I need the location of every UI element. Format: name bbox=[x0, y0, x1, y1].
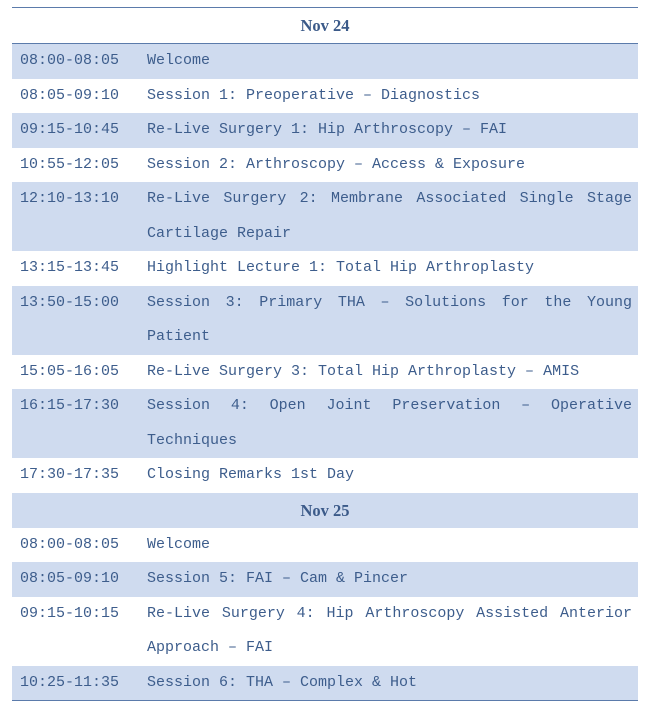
session-row: 08:00-08:05 Welcome bbox=[12, 44, 638, 79]
session-title: Re-Live Surgery 3: Total Hip Arthroplast… bbox=[147, 362, 580, 380]
session-time: 09:15-10:45 bbox=[20, 121, 120, 138]
session-time: 08:05-09:10 bbox=[20, 86, 120, 104]
session-row: 09:15-10:45 Re-Live Surgery 1: Hip Arthro… bbox=[12, 113, 638, 148]
session-row: 13:15-13:45 Highlight Lecture 1: Total Hi… bbox=[12, 251, 638, 286]
session-title: Session 1: Preoperative – Diagnostics bbox=[147, 86, 481, 104]
session-time: 09:15-10:15 bbox=[20, 604, 120, 622]
session-time: 10:25-11:35 bbox=[20, 673, 120, 691]
schedule-table: Nov 24 08:00-08:05 Welcome 08:05-09:10 Sessi… bbox=[12, 7, 638, 701]
session-row: 10:55-12:05 Session 2: Arthroscopy – Acce… bbox=[12, 148, 638, 183]
session-row: 13:50-15:00 Session 3: Primary THA – Solu… bbox=[12, 285, 638, 355]
session-title: Session 2: Arthroscopy – Access & Exposu… bbox=[147, 155, 526, 173]
session-time: 17:30-17:35 bbox=[20, 466, 120, 483]
session-row: 08:00-08:05 Welcome bbox=[12, 528, 638, 563]
session-title: Welcome bbox=[147, 535, 211, 553]
date-header: Nov 25 bbox=[12, 492, 638, 528]
session-row: 17:30-17:35 Closing Remarks 1st Day bbox=[12, 458, 638, 493]
session-time: 13:15-13:45 bbox=[20, 259, 120, 276]
session-row: 12:10-13:10 Re-Live Surgery 2: Membrane A… bbox=[12, 182, 638, 251]
session-title: Session 3: Primary THA – Solutions for t… bbox=[147, 293, 632, 346]
session-time: 10:55-12:05 bbox=[20, 155, 120, 173]
session-title: Re-Live Surgery 2: Membrane Associated S… bbox=[147, 190, 632, 242]
session-row: 09:15-10:15 Re-Live Surgery 4: Hip Arthro… bbox=[12, 597, 638, 666]
session-time: 12:10-13:10 bbox=[20, 190, 120, 207]
session-row: 16:15-17:30 Session 4: Open Joint Preserv… bbox=[12, 389, 638, 458]
session-title: Closing Remarks 1st Day bbox=[147, 466, 355, 483]
session-title: Session 4: Open Joint Preservation – Ope… bbox=[147, 397, 632, 449]
session-title: Session 5: FAI – Cam & Pincer bbox=[147, 570, 409, 587]
session-time: 13:50-15:00 bbox=[20, 293, 120, 311]
session-time: 08:00-08:05 bbox=[20, 535, 120, 553]
session-title: Welcome bbox=[147, 52, 211, 69]
session-row: 10:25-11:35 Session 6: THA – Complex & Ho… bbox=[12, 665, 638, 700]
date-header: Nov 24 bbox=[12, 8, 638, 44]
session-time: 08:05-09:10 bbox=[20, 570, 120, 587]
session-row: 08:05-09:10 Session 1: Preoperative – Dia… bbox=[12, 79, 638, 114]
session-row: 08:05-09:10 Session 5: FAI – Cam & Pincer bbox=[12, 562, 638, 597]
session-row: 15:05-16:05 Re-Live Surgery 3: Total Hip … bbox=[12, 355, 638, 390]
session-title: Re-Live Surgery 4: Hip Arthroscopy Assis… bbox=[147, 604, 632, 657]
session-title: Highlight Lecture 1: Total Hip Arthropla… bbox=[147, 259, 535, 276]
session-time: 08:00-08:05 bbox=[20, 52, 120, 69]
session-title: Re-Live Surgery 1: Hip Arthroscopy – FAI bbox=[147, 121, 508, 138]
session-title: Session 6: THA – Complex & Hot bbox=[147, 673, 418, 691]
session-time: 15:05-16:05 bbox=[20, 362, 120, 380]
session-time: 16:15-17:30 bbox=[20, 397, 120, 414]
